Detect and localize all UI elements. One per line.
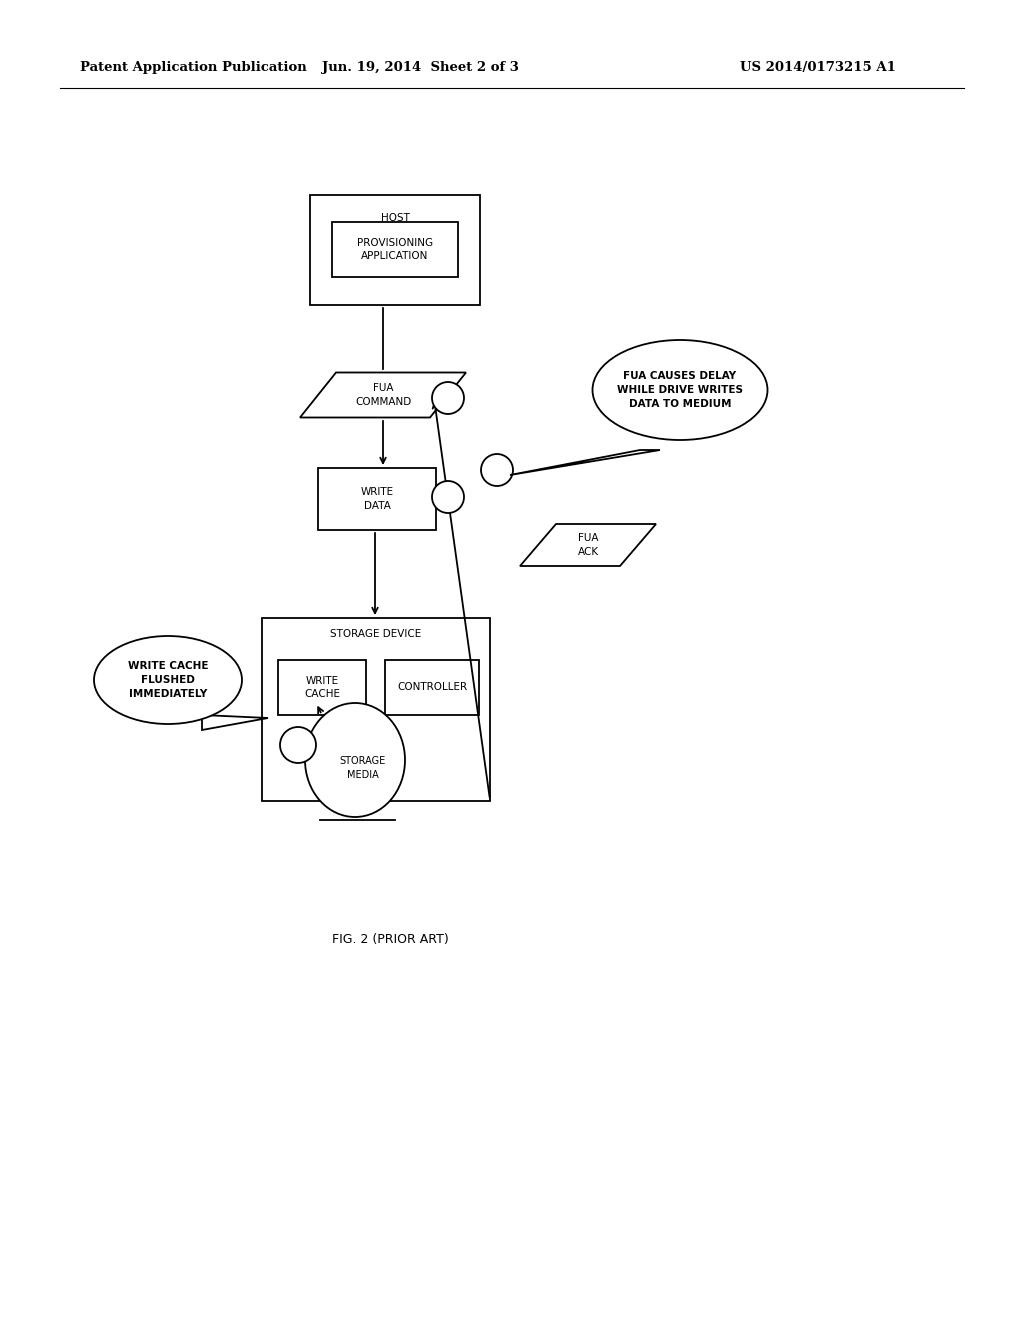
- Text: WRITE
DATA: WRITE DATA: [360, 487, 393, 511]
- Text: FUA
ACK: FUA ACK: [578, 533, 599, 557]
- Bar: [278, 660, 366, 715]
- Circle shape: [481, 454, 513, 486]
- Text: Patent Application Publication: Patent Application Publication: [80, 62, 307, 74]
- Ellipse shape: [305, 704, 406, 817]
- Text: 1: 1: [444, 492, 452, 502]
- Circle shape: [280, 727, 316, 763]
- Text: FIG. 2 (PRIOR ART): FIG. 2 (PRIOR ART): [332, 933, 449, 946]
- Bar: [262, 618, 490, 801]
- Bar: [318, 469, 436, 531]
- Polygon shape: [202, 715, 268, 730]
- Polygon shape: [520, 524, 656, 566]
- Text: STORAGE
MEDIA: STORAGE MEDIA: [340, 756, 386, 780]
- Text: CONTROLLER: CONTROLLER: [397, 682, 467, 693]
- Bar: [332, 222, 458, 277]
- Polygon shape: [300, 372, 466, 417]
- Text: WRITE
CACHE: WRITE CACHE: [304, 676, 340, 700]
- Text: HOST
DEVICE: HOST DEVICE: [376, 214, 415, 236]
- Ellipse shape: [94, 636, 242, 723]
- Text: Jun. 19, 2014  Sheet 2 of 3: Jun. 19, 2014 Sheet 2 of 3: [322, 62, 518, 74]
- Text: PROVISIONING
APPLICATION: PROVISIONING APPLICATION: [357, 238, 433, 261]
- Text: STORAGE DEVICE: STORAGE DEVICE: [331, 630, 422, 639]
- Text: US 2014/0173215 A1: US 2014/0173215 A1: [740, 62, 896, 74]
- Text: FUA
COMMAND: FUA COMMAND: [355, 383, 411, 407]
- Text: FUA CAUSES DELAY
WHILE DRIVE WRITES
DATA TO MEDIUM: FUA CAUSES DELAY WHILE DRIVE WRITES DATA…: [617, 371, 743, 409]
- Text: WRITE CACHE
FLUSHED
IMMEDIATELY: WRITE CACHE FLUSHED IMMEDIATELY: [128, 661, 208, 700]
- Text: 2: 2: [444, 393, 452, 403]
- Bar: [310, 195, 480, 305]
- Text: 3: 3: [494, 465, 501, 475]
- Circle shape: [432, 381, 464, 414]
- Bar: [385, 660, 479, 715]
- Circle shape: [432, 480, 464, 513]
- Ellipse shape: [593, 341, 768, 440]
- Text: 4: 4: [295, 741, 301, 750]
- Polygon shape: [510, 450, 660, 475]
